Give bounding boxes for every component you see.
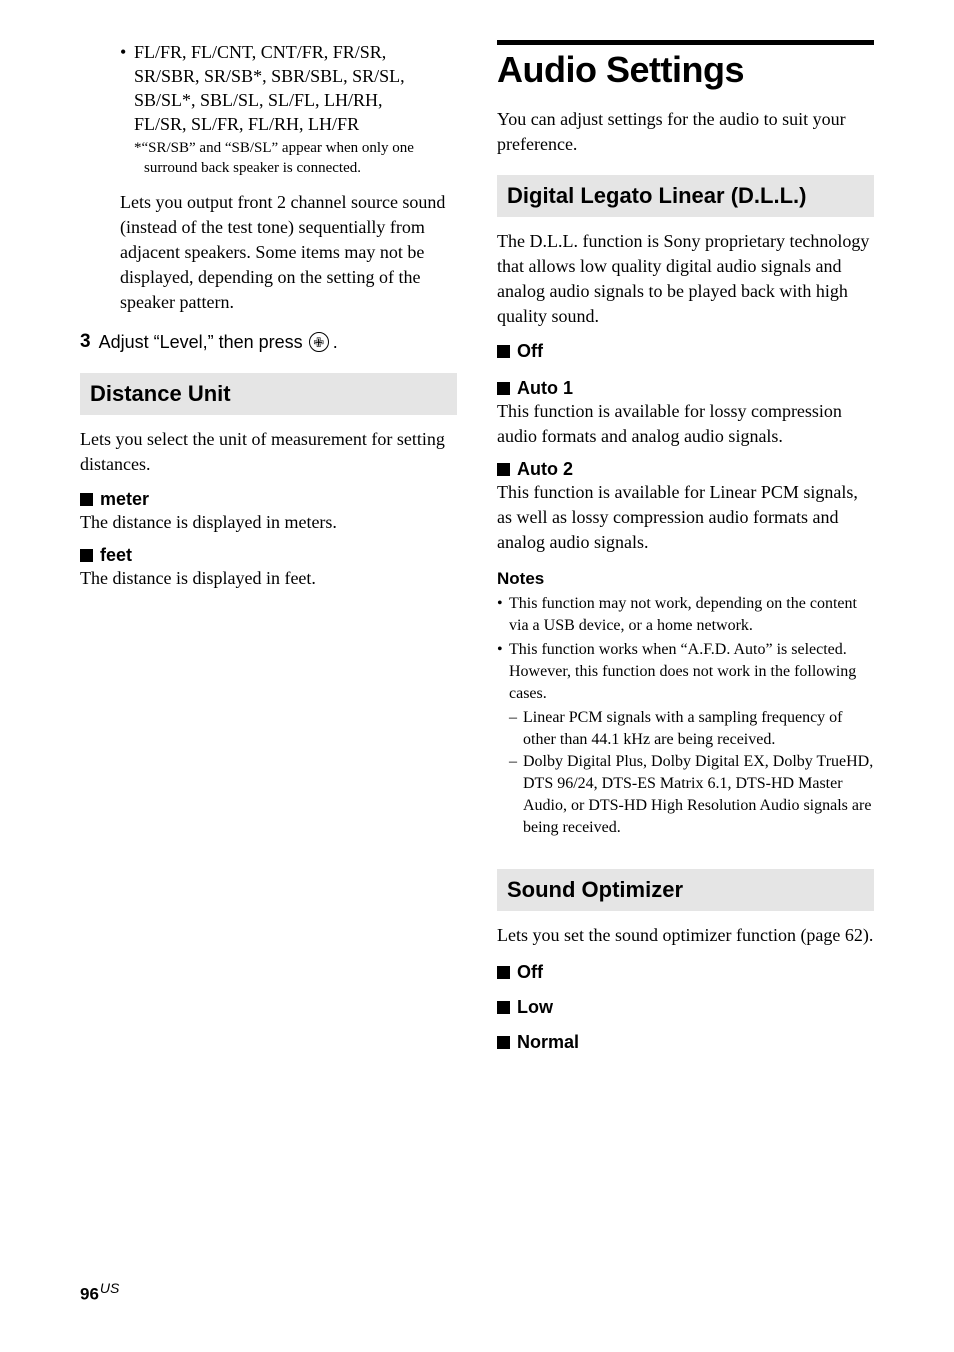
right-column: Audio Settings You can adjust settings f… <box>497 40 874 1055</box>
dll-auto2-heading: Auto 2 <box>497 459 874 480</box>
page-number: 96 <box>80 1284 99 1303</box>
note-2: • This function works when “A.F.D. Auto”… <box>497 639 874 705</box>
dll-title: Digital Legato Linear (D.L.L.) <box>497 175 874 217</box>
speaker-list-line: FL/FR, FL/CNT, CNT/FR, FR/SR, <box>134 40 457 64</box>
distance-unit-intro: Lets you select the unit of measurement … <box>80 427 457 477</box>
meter-label: meter <box>100 489 149 510</box>
dll-auto2-label: Auto 2 <box>517 459 573 480</box>
enter-icon-glyph: ✙ <box>313 336 324 349</box>
square-icon <box>80 549 93 562</box>
square-icon <box>497 463 510 476</box>
sound-optimizer-title: Sound Optimizer <box>497 869 874 911</box>
dll-desc: The D.L.L. function is Sony proprietary … <box>497 229 874 329</box>
dash-icon: – <box>509 751 523 839</box>
dll-off-heading: Off <box>497 341 874 362</box>
step-number: 3 <box>80 331 91 353</box>
so-low-label: Low <box>517 997 553 1018</box>
speaker-block: • FL/FR, FL/CNT, CNT/FR, FR/SR, SR/SBR, … <box>80 40 457 315</box>
feet-desc: The distance is displayed in feet. <box>80 566 457 591</box>
sound-optimizer-options: Off Low Normal <box>497 962 874 1053</box>
dll-auto1-label: Auto 1 <box>517 378 573 399</box>
note-1: • This function may not work, depending … <box>497 593 874 637</box>
note-2b: – Dolby Digital Plus, Dolby Digital EX, … <box>497 751 874 839</box>
note-2a: – Linear PCM signals with a sampling fre… <box>497 707 874 751</box>
so-normal-label: Normal <box>517 1032 579 1053</box>
speaker-footnote: *“SR/SB” and “SB/SL” appear when only on… <box>134 138 457 178</box>
note-2a-text: Linear PCM signals with a sampling frequ… <box>523 707 874 751</box>
step-text-b: . <box>333 332 338 353</box>
feet-label: feet <box>100 545 132 566</box>
dll-auto1-heading: Auto 1 <box>497 378 874 399</box>
audio-settings-intro: You can adjust settings for the audio to… <box>497 107 874 157</box>
so-off-heading: Off <box>497 962 874 983</box>
square-icon <box>80 493 93 506</box>
square-icon <box>497 382 510 395</box>
square-icon <box>497 1001 510 1014</box>
note-2b-text: Dolby Digital Plus, Dolby Digital EX, Do… <box>523 751 874 839</box>
sound-optimizer-desc: Lets you set the sound optimizer functio… <box>497 923 874 948</box>
so-low-heading: Low <box>497 997 874 1018</box>
square-icon <box>497 345 510 358</box>
so-normal-heading: Normal <box>497 1032 874 1053</box>
output-description: Lets you output front 2 channel source s… <box>120 190 457 315</box>
speaker-list-line: SR/SBR, SR/SB*, SBR/SBL, SR/SL, <box>134 64 457 88</box>
speaker-list-content: FL/FR, FL/CNT, CNT/FR, FR/SR, SR/SBR, SR… <box>134 40 457 178</box>
title-block: Audio Settings <box>497 40 874 91</box>
dll-auto1-desc: This function is available for lossy com… <box>497 399 874 449</box>
dll-auto2-desc: This function is available for Linear PC… <box>497 480 874 555</box>
page-columns: • FL/FR, FL/CNT, CNT/FR, FR/SR, SR/SBR, … <box>80 40 874 1055</box>
left-column: • FL/FR, FL/CNT, CNT/FR, FR/SR, SR/SBR, … <box>80 40 457 1055</box>
note-1-text: This function may not work, depending on… <box>509 593 874 637</box>
speaker-list-line: SB/SL*, SBL/SL, SL/FL, LH/RH, <box>134 88 457 112</box>
page-region: US <box>100 1280 119 1296</box>
square-icon <box>497 1036 510 1049</box>
enter-icon: ✙ <box>309 332 329 352</box>
bullet-icon: • <box>120 40 134 178</box>
square-icon <box>497 966 510 979</box>
dll-off-label: Off <box>517 341 543 362</box>
step-text-a: Adjust “Level,” then press <box>99 332 303 353</box>
bullet-icon: • <box>497 639 509 705</box>
notes-heading: Notes <box>497 569 874 589</box>
meter-heading: meter <box>80 489 457 510</box>
feet-heading: feet <box>80 545 457 566</box>
meter-desc: The distance is displayed in meters. <box>80 510 457 535</box>
distance-unit-title: Distance Unit <box>80 373 457 415</box>
main-title: Audio Settings <box>497 49 874 91</box>
dash-icon: – <box>509 707 523 751</box>
so-off-label: Off <box>517 962 543 983</box>
page-footer: 96US <box>80 1280 119 1304</box>
note-2-text: This function works when “A.F.D. Auto” i… <box>509 639 874 705</box>
speaker-list-line: FL/SR, SL/FR, FL/RH, LH/FR <box>134 112 457 136</box>
step-3: 3 Adjust “Level,” then press ✙ . <box>80 331 457 353</box>
speaker-list-bullet: • FL/FR, FL/CNT, CNT/FR, FR/SR, SR/SBR, … <box>120 40 457 178</box>
bullet-icon: • <box>497 593 509 637</box>
